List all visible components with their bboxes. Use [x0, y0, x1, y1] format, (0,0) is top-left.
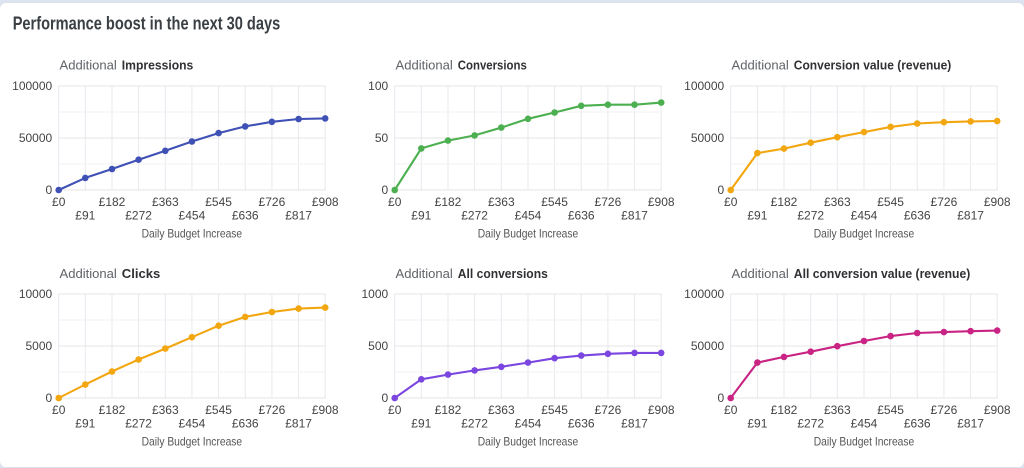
svg-text:£272: £272	[125, 208, 152, 222]
svg-text:£545: £545	[877, 195, 904, 209]
svg-text:£636: £636	[904, 208, 931, 222]
svg-text:£363: £363	[152, 195, 179, 209]
svg-text:£454: £454	[179, 208, 206, 222]
svg-text:50000: 50000	[691, 131, 725, 145]
svg-text:£454: £454	[179, 416, 206, 430]
svg-text:£908: £908	[312, 195, 339, 209]
svg-text:£272: £272	[461, 208, 488, 222]
svg-text:£726: £726	[259, 403, 286, 417]
svg-text:Daily Budget Increase: Daily Budget Increase	[814, 434, 915, 448]
svg-text:£0: £0	[388, 403, 402, 417]
svg-text:100000: 100000	[12, 79, 52, 93]
svg-text:£91: £91	[411, 416, 431, 430]
svg-text:£0: £0	[724, 195, 738, 209]
svg-text:0: 0	[382, 391, 389, 405]
svg-text:£454: £454	[515, 416, 542, 430]
svg-text:£363: £363	[488, 195, 515, 209]
svg-text:£0: £0	[724, 403, 738, 417]
svg-text:£726: £726	[595, 195, 622, 209]
svg-text:£182: £182	[771, 195, 798, 209]
svg-text:£272: £272	[797, 416, 824, 430]
svg-text:£817: £817	[957, 208, 984, 222]
svg-text:£363: £363	[824, 195, 851, 209]
svg-text:£91: £91	[747, 208, 767, 222]
svg-text:Daily Budget Increase: Daily Budget Increase	[478, 226, 579, 240]
svg-text:£726: £726	[595, 403, 622, 417]
svg-text:£726: £726	[931, 403, 958, 417]
svg-text:£91: £91	[411, 208, 431, 222]
svg-text:£545: £545	[541, 195, 568, 209]
svg-text:£272: £272	[125, 416, 152, 430]
svg-text:£182: £182	[771, 403, 798, 417]
svg-text:0: 0	[718, 391, 725, 405]
svg-text:£182: £182	[99, 195, 126, 209]
svg-text:Daily Budget Increase: Daily Budget Increase	[142, 226, 243, 240]
svg-text:£908: £908	[984, 195, 1011, 209]
svg-text:0: 0	[718, 183, 725, 197]
svg-text:£636: £636	[232, 416, 259, 430]
svg-text:50000: 50000	[691, 339, 725, 353]
svg-text:£726: £726	[259, 195, 286, 209]
svg-text:50: 50	[375, 131, 389, 145]
svg-text:£908: £908	[648, 403, 675, 417]
svg-text:£908: £908	[648, 195, 675, 209]
svg-text:£363: £363	[824, 403, 851, 417]
svg-text:£817: £817	[285, 416, 312, 430]
svg-text:10000: 10000	[19, 287, 53, 301]
svg-text:£545: £545	[205, 403, 232, 417]
svg-text:Daily Budget Increase: Daily Budget Increase	[478, 434, 579, 448]
svg-text:Daily Budget Increase: Daily Budget Increase	[814, 226, 915, 240]
svg-text:£726: £726	[931, 195, 958, 209]
svg-text:50000: 50000	[19, 131, 53, 145]
svg-text:Daily Budget Increase: Daily Budget Increase	[142, 434, 243, 448]
svg-text:£636: £636	[568, 416, 595, 430]
svg-text:5000: 5000	[25, 339, 52, 353]
svg-text:£454: £454	[851, 208, 878, 222]
svg-text:£545: £545	[541, 403, 568, 417]
svg-text:£817: £817	[621, 208, 648, 222]
svg-text:£272: £272	[797, 208, 824, 222]
svg-text:£908: £908	[312, 403, 339, 417]
svg-text:£91: £91	[747, 416, 767, 430]
svg-text:£454: £454	[851, 416, 878, 430]
svg-text:£636: £636	[568, 208, 595, 222]
svg-text:£363: £363	[152, 403, 179, 417]
svg-text:0: 0	[46, 183, 53, 197]
svg-text:£91: £91	[75, 208, 95, 222]
svg-text:£182: £182	[435, 195, 462, 209]
svg-text:£272: £272	[461, 416, 488, 430]
svg-text:Performance boost in the next: Performance boost in the next 30 days	[13, 14, 281, 34]
svg-text:0: 0	[382, 183, 389, 197]
svg-text:£454: £454	[515, 208, 542, 222]
svg-text:£0: £0	[52, 403, 66, 417]
svg-text:£545: £545	[877, 403, 904, 417]
svg-text:0: 0	[46, 391, 53, 405]
svg-text:100: 100	[368, 79, 388, 93]
svg-text:£0: £0	[388, 195, 402, 209]
svg-text:£908: £908	[984, 403, 1011, 417]
svg-text:£817: £817	[957, 416, 984, 430]
svg-text:500: 500	[368, 339, 388, 353]
svg-text:£817: £817	[285, 208, 312, 222]
svg-text:£636: £636	[904, 416, 931, 430]
svg-text:£182: £182	[435, 403, 462, 417]
svg-text:£636: £636	[232, 208, 259, 222]
svg-text:£545: £545	[205, 195, 232, 209]
svg-text:£817: £817	[621, 416, 648, 430]
svg-text:£363: £363	[488, 403, 515, 417]
svg-text:£0: £0	[52, 195, 66, 209]
svg-text:1000: 1000	[361, 287, 388, 301]
svg-text:£182: £182	[99, 403, 126, 417]
svg-text:100000: 100000	[684, 79, 724, 93]
svg-text:100000: 100000	[684, 287, 724, 301]
svg-text:£91: £91	[75, 416, 95, 430]
